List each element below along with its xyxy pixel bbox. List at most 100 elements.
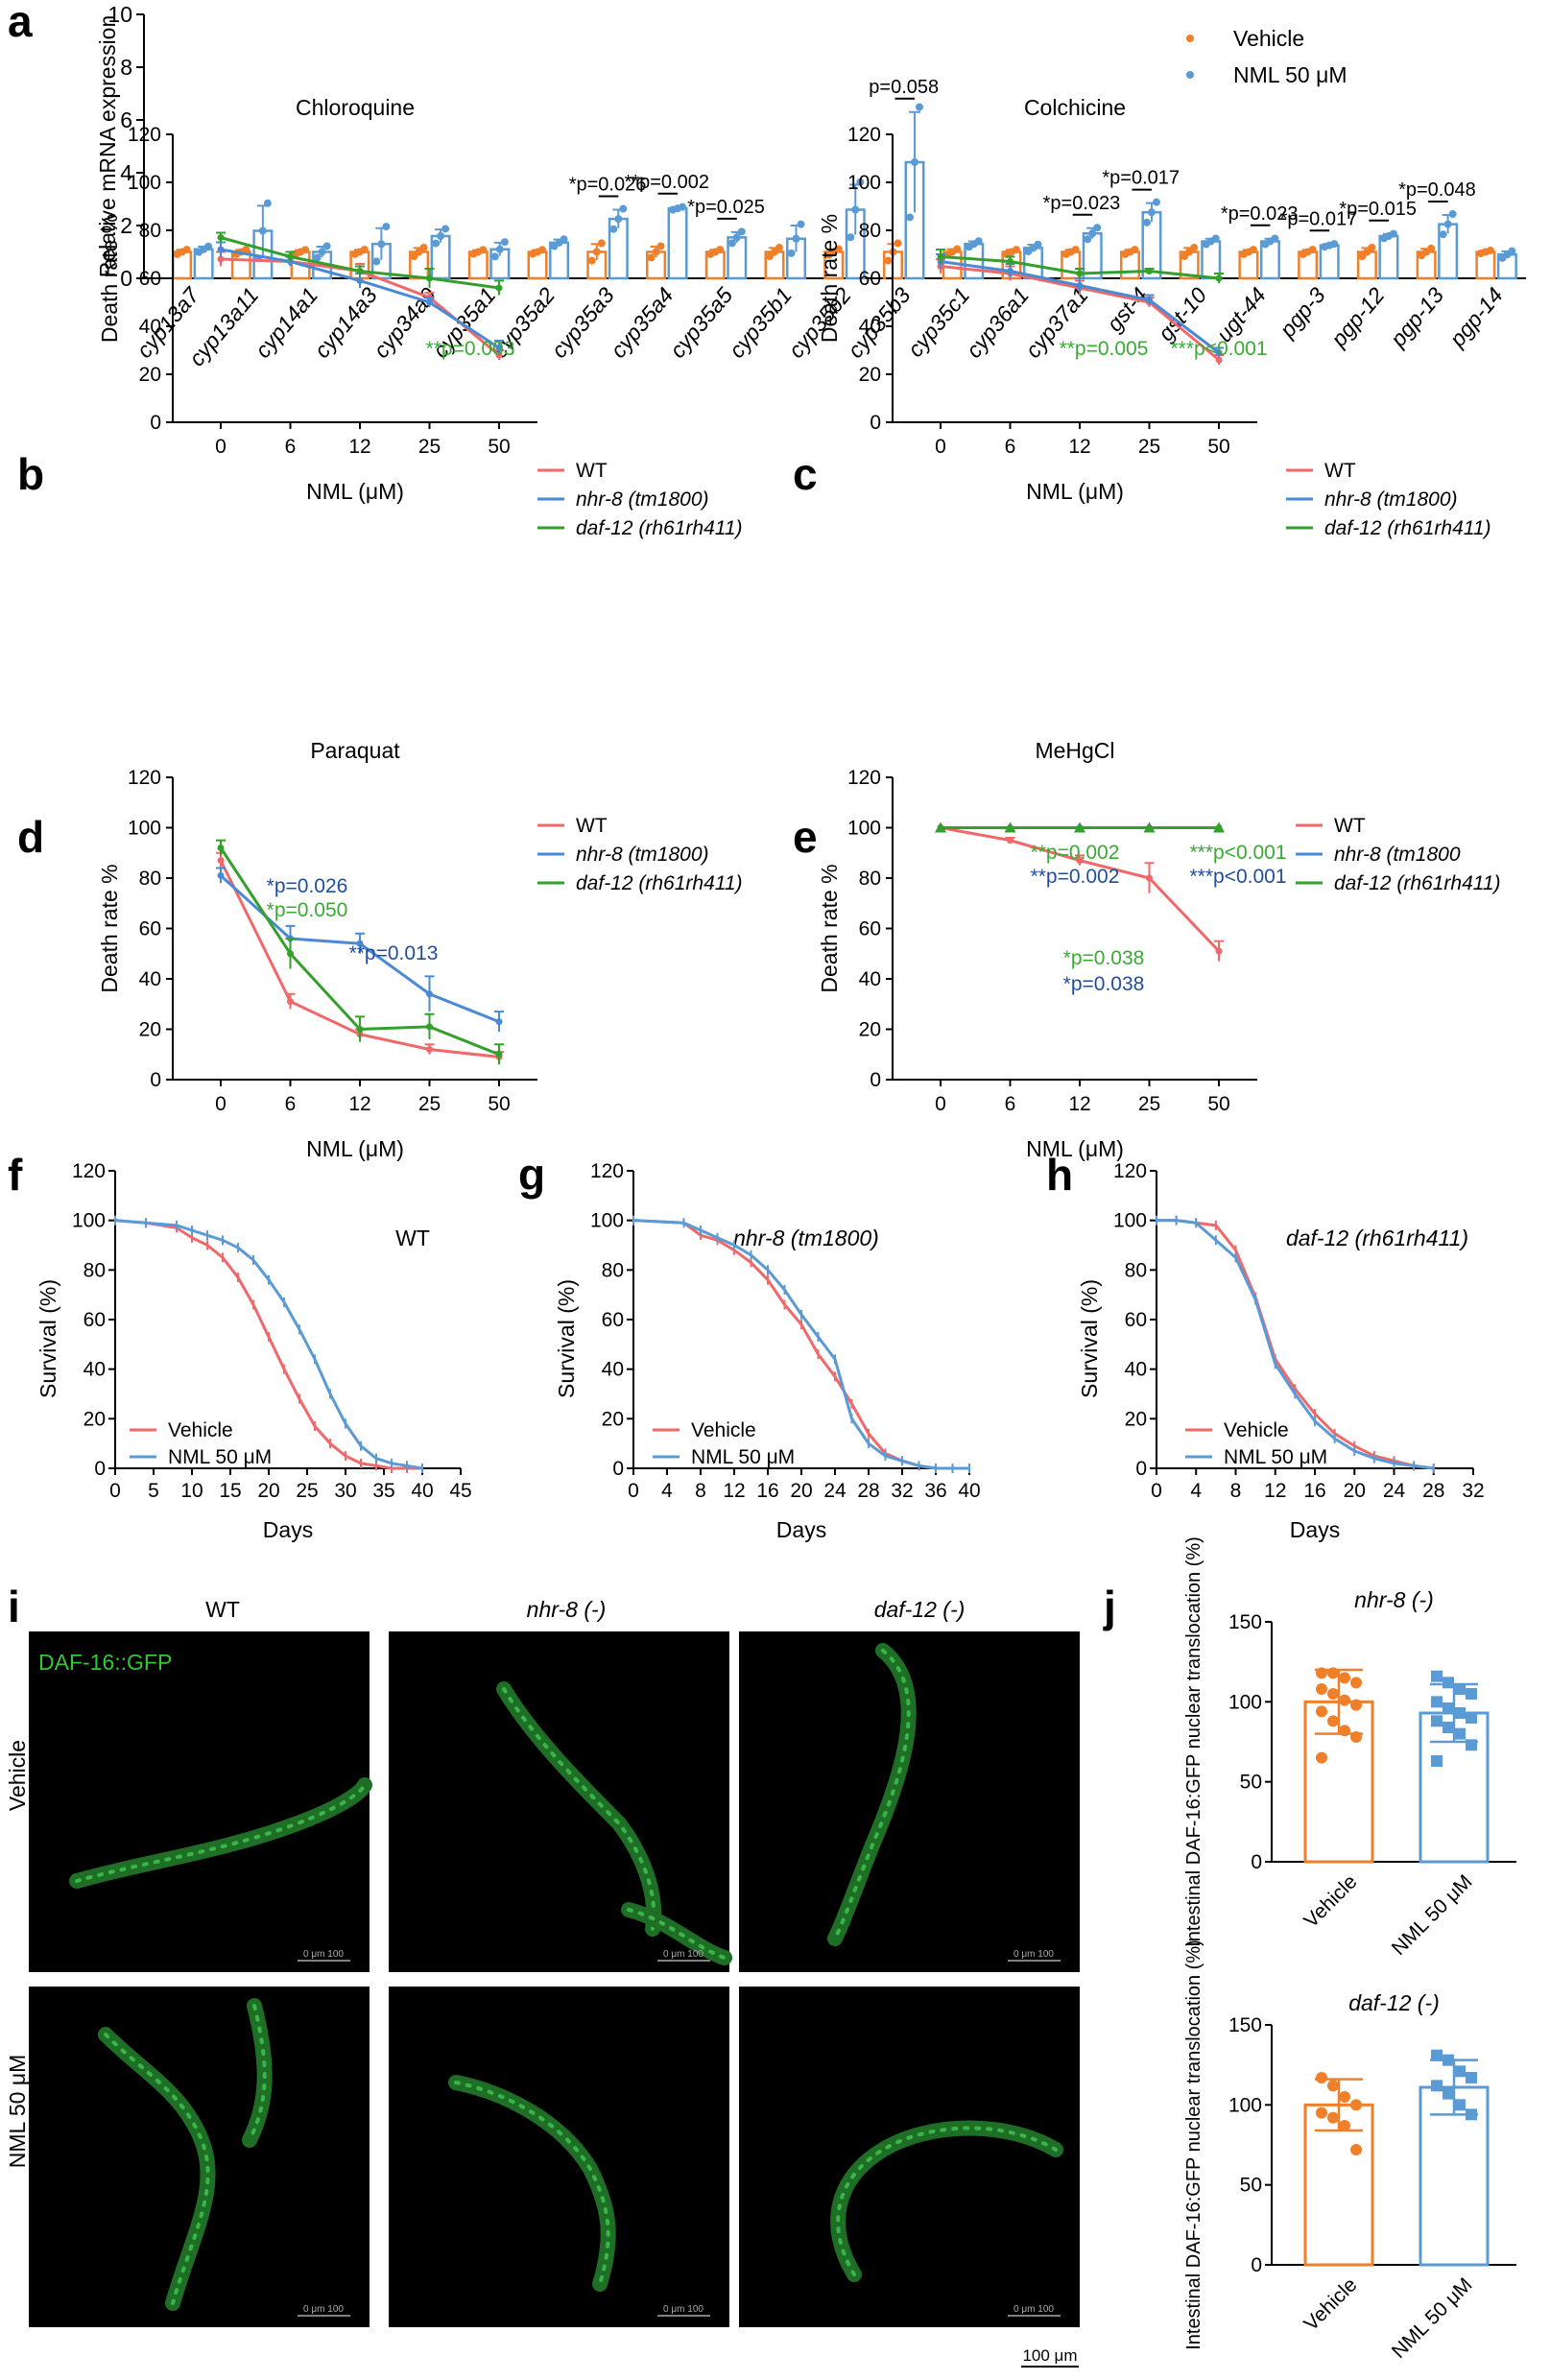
a-point	[716, 246, 725, 254]
e-legend-text: daf-12 (rh61rh411)	[1334, 872, 1501, 894]
a-annotation: *p=0.023	[1043, 193, 1121, 214]
a-point	[614, 215, 623, 224]
c-point	[1215, 274, 1223, 282]
a-legend-nml-marker	[1186, 71, 1194, 79]
a-point	[1330, 240, 1339, 249]
panel-label-d: d	[17, 812, 44, 862]
a-annotation: *p=0.026	[569, 175, 647, 196]
h-x-tick-label: 28	[1422, 1480, 1444, 1502]
e-y-tick-label: 20	[859, 1019, 881, 1041]
j1-category-label: Vehicle	[1300, 1870, 1361, 1932]
g-x-tick-label: 40	[958, 1480, 980, 1502]
panel-label-c: c	[793, 449, 818, 499]
d-legend-text: WT	[576, 815, 608, 837]
worm-nuclei	[502, 1687, 656, 1931]
a-point	[587, 256, 596, 265]
j2-point	[1454, 2099, 1466, 2111]
worm-nuclei	[627, 1908, 727, 1960]
c-x-tick-label: 0	[935, 436, 946, 458]
h-x-tick-label: 24	[1383, 1480, 1406, 1502]
e-point	[1004, 821, 1016, 833]
j1-point	[1327, 1667, 1339, 1679]
a-point	[1271, 234, 1279, 243]
a-point	[263, 199, 272, 207]
a-point	[1131, 246, 1139, 254]
j2-point	[1316, 2072, 1327, 2083]
a-annotation: *p=0.017	[1280, 208, 1358, 229]
e-x-tick-label: 12	[1068, 1093, 1090, 1115]
j1-point	[1466, 1739, 1477, 1751]
f-x-tick-label: 5	[148, 1480, 159, 1502]
a-point	[204, 242, 213, 250]
f-y-tick-label: 60	[83, 1309, 106, 1331]
a-point	[419, 243, 428, 251]
a-point	[313, 253, 322, 262]
a-point	[1152, 198, 1160, 206]
h-x-tick-label: 4	[1190, 1480, 1202, 1502]
b-x-tick-label: 6	[285, 436, 297, 458]
c-point	[1007, 258, 1013, 265]
b-x-label: NML (μM)	[306, 479, 404, 504]
g-x-tick-label: 28	[857, 1480, 879, 1502]
a-point	[656, 242, 665, 250]
a-point	[372, 257, 381, 266]
c-y-label: Death rate %	[817, 214, 842, 343]
a-point	[441, 225, 450, 233]
a-point	[1084, 235, 1092, 244]
micro-scale-text: 100 μm	[1022, 2346, 1077, 2365]
a-point	[258, 226, 267, 235]
j1-point	[1327, 1688, 1339, 1700]
d-annotation: *p=0.026	[267, 875, 348, 897]
d-x-tick-label: 0	[215, 1093, 227, 1115]
g-x-tick-label: 20	[790, 1480, 812, 1502]
b-point	[217, 255, 225, 263]
a-point	[360, 246, 369, 254]
d-point	[426, 990, 433, 998]
f-x-tick-label: 30	[334, 1480, 356, 1502]
c-y-tick-label: 40	[859, 316, 881, 338]
b-annotation: **p=0.003	[426, 338, 515, 360]
a-bar	[667, 206, 688, 280]
e-x-tick-label: 50	[1207, 1093, 1229, 1115]
a-point	[242, 246, 250, 254]
c-point	[1215, 356, 1223, 364]
d-x-tick-label: 50	[488, 1093, 510, 1115]
f-y-tick-label: 100	[72, 1210, 106, 1232]
e-point	[1074, 821, 1085, 833]
j1-point	[1327, 1715, 1339, 1727]
h-y-tick-label: 100	[1113, 1210, 1147, 1232]
g-x-tick-label: 4	[661, 1480, 673, 1502]
j2-point	[1339, 2120, 1350, 2131]
b-x-tick-label: 50	[488, 436, 510, 458]
micrograph-scale-text: 0 μm 100	[1013, 1949, 1054, 1960]
a-point	[538, 246, 547, 254]
micrograph: 0 μm 100	[739, 1631, 1080, 1972]
g-x-tick-label: 8	[695, 1480, 706, 1502]
panel-label-g: g	[518, 1150, 545, 1200]
a-y-tick-label: 2	[120, 213, 132, 238]
a-point	[1142, 218, 1151, 226]
panel-label-a: a	[8, 0, 33, 46]
a-y-tick-label: 8	[120, 55, 132, 80]
d-x-tick-label: 6	[285, 1093, 297, 1115]
micro-row-nml: NML 50 μM	[5, 2055, 30, 2168]
panel-e-line-chart: 0 20 40 60 80 100 120 0 6 12 25 50 MeHgCl NML (μM) Dea…	[817, 738, 1501, 1161]
j2-point	[1443, 2054, 1454, 2066]
c-point	[1146, 268, 1153, 274]
b-y-tick-label: 100	[128, 172, 161, 194]
worm-nuclei	[75, 1783, 367, 1883]
a-point	[737, 227, 746, 236]
j1-y-tick-label: 0	[1251, 1851, 1262, 1873]
a-point	[318, 248, 326, 256]
micrograph: 0 μm 100	[739, 1987, 1080, 2327]
micrograph-scale-text: 0 μm 100	[1013, 2304, 1054, 2315]
g-y-tick-label: 100	[590, 1210, 624, 1232]
a-category-label: cyp14a3	[309, 282, 382, 362]
h-y-tick-label: 60	[1125, 1309, 1147, 1331]
e-title: MeHgCl	[1035, 738, 1114, 763]
worm-nuclei	[833, 1649, 911, 1940]
j1-point	[1339, 1725, 1350, 1737]
micrograph-background	[389, 1987, 729, 2327]
j2-point	[1339, 2091, 1350, 2103]
